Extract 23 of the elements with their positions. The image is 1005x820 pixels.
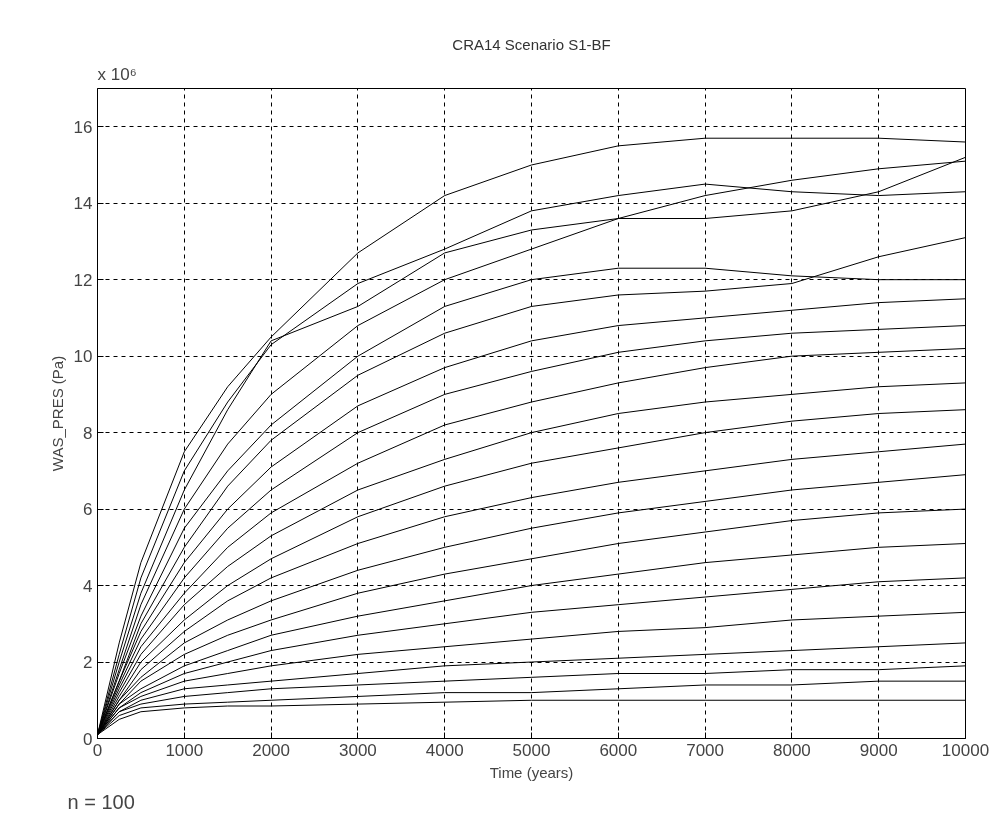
y-axis-title: WAS_PRES (Pa) [48, 355, 66, 472]
x-tick-label: 2000 [252, 740, 291, 760]
x-tick-label: 8000 [772, 740, 811, 760]
y-tick-label: 6 [83, 500, 93, 520]
x-tick-label: 10000 [941, 740, 990, 760]
x-tick-label: 1000 [165, 740, 204, 760]
text: x 10⁶ [97, 64, 137, 84]
x-axis-title: Time (years) [489, 763, 574, 781]
x-tick-label: 9000 [859, 740, 898, 760]
x-tick-label: 4000 [425, 740, 464, 760]
x-tick-label: 5000 [512, 740, 551, 760]
chart-title: CRA14 Scenario S1-BF [452, 35, 611, 53]
x-tick-label: 3000 [338, 740, 377, 760]
y-tick-label: 10 [73, 347, 93, 367]
x-tick-label: 6000 [599, 740, 638, 760]
text: n = 100 [67, 790, 135, 813]
y-tick-label: 12 [73, 270, 93, 290]
y-tick-label: 14 [73, 194, 93, 214]
y-tick-label: 16 [73, 117, 93, 137]
y-tick-label: 8 [83, 423, 93, 443]
y-tick-label: 2 [83, 653, 93, 673]
x-tick-label: 7000 [686, 740, 725, 760]
y-tick-label: 4 [83, 576, 93, 596]
